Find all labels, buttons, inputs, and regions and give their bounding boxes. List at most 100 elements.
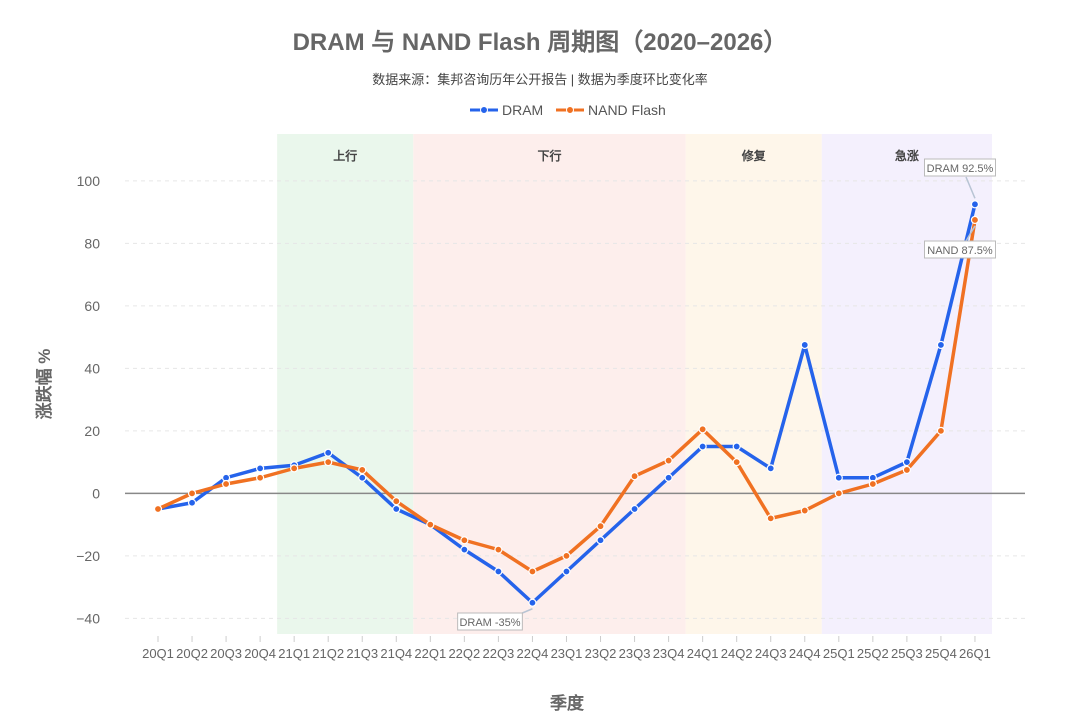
- data-point: [800, 506, 809, 515]
- annotation-label: NAND 87.5%: [927, 245, 993, 257]
- x-tick-label: 26Q1: [959, 646, 991, 661]
- data-point: [324, 458, 333, 467]
- x-tick-label: 23Q3: [619, 646, 651, 661]
- x-tick-label: 21Q1: [278, 646, 310, 661]
- data-point: [902, 458, 911, 467]
- annotation-box: [924, 158, 996, 177]
- data-point: [834, 473, 843, 482]
- data-point: [732, 458, 741, 467]
- x-tick-label: 24Q1: [687, 646, 719, 661]
- data-point: [290, 464, 299, 473]
- phase-band: [821, 134, 992, 634]
- data-point: [392, 504, 401, 514]
- phase-label: 修复: [741, 148, 767, 163]
- data-point: [698, 442, 707, 451]
- data-point: [766, 464, 775, 473]
- data-point: [562, 551, 571, 560]
- x-tick-label: 21Q3: [346, 646, 378, 661]
- data-point: [494, 545, 503, 554]
- legend: DRAM NAND Flash: [470, 102, 666, 118]
- legend-label: NAND Flash: [588, 102, 666, 118]
- data-point: [256, 464, 265, 473]
- data-point: [902, 465, 911, 475]
- annotation-arrow: [522, 608, 533, 614]
- legend-item: DRAM: [470, 102, 543, 118]
- legend-marker: [480, 106, 488, 114]
- data-point: [596, 522, 605, 531]
- y-tick-label: 0: [92, 485, 100, 501]
- x-axis-label: 季度: [550, 693, 585, 713]
- x-tick-label: 24Q3: [755, 646, 787, 661]
- x-tick-label: 22Q1: [414, 646, 446, 661]
- data-point: [494, 567, 503, 576]
- data-point: [800, 340, 809, 350]
- x-tick-label: 25Q1: [823, 646, 855, 661]
- data-point: [528, 598, 537, 607]
- x-tick-label: 22Q2: [448, 646, 480, 661]
- data-point: [187, 489, 197, 498]
- x-tick-label: 20Q1: [142, 646, 174, 661]
- annotation-box: [924, 240, 996, 259]
- x-tick-label: 25Q4: [925, 646, 957, 661]
- annotation-label: DRAM 92.5%: [927, 163, 994, 175]
- y-tick-label: 100: [77, 173, 101, 189]
- data-point: [460, 536, 469, 545]
- data-point: [732, 442, 741, 451]
- x-tick-label: 20Q2: [176, 646, 208, 661]
- phase-band: [413, 134, 686, 634]
- x-tick-label: 24Q2: [721, 646, 753, 661]
- x-tick-label: 20Q4: [244, 646, 276, 661]
- data-point: [834, 489, 843, 498]
- data-point: [936, 426, 946, 435]
- x-tick-label: 21Q2: [312, 646, 344, 661]
- data-point: [392, 497, 401, 506]
- annotation-arrow: [965, 176, 976, 199]
- y-tick-label: 20: [84, 423, 100, 439]
- y-tick-label: −40: [76, 610, 100, 626]
- x-tick-label: 25Q2: [857, 646, 889, 661]
- data-point: [596, 536, 605, 545]
- phase-label: 上行: [333, 148, 357, 163]
- data-point: [766, 514, 775, 523]
- chart-title: DRAM 与 NAND Flash 周期图（2020–2026）: [293, 29, 788, 56]
- legend-item: NAND Flash: [556, 102, 666, 118]
- data-point: [868, 479, 877, 489]
- data-point: [460, 545, 469, 554]
- legend-marker: [566, 106, 574, 114]
- data-point: [426, 520, 435, 529]
- y-tick-label: 80: [84, 235, 100, 251]
- data-point: [358, 465, 367, 475]
- data-point: [187, 498, 197, 507]
- x-tick-label: 23Q2: [585, 646, 617, 661]
- data-point: [358, 473, 367, 482]
- data-point: [664, 456, 673, 465]
- annotation-label: DRAM -35%: [459, 617, 520, 629]
- y-tick-label: −20: [76, 548, 100, 564]
- x-tick-label: 21Q4: [380, 646, 412, 661]
- data-point: [528, 567, 537, 576]
- x-tick-label: 22Q3: [482, 646, 514, 661]
- data-point: [324, 448, 333, 457]
- data-point: [562, 567, 571, 576]
- x-tick-label: 23Q4: [653, 646, 685, 661]
- phase-band: [277, 134, 414, 634]
- y-tick-label: 60: [84, 298, 100, 314]
- x-tick-label: 25Q3: [891, 646, 923, 661]
- legend-label: DRAM: [502, 102, 543, 118]
- data-point: [970, 215, 980, 225]
- data-point: [698, 425, 707, 434]
- annotation-box: [457, 612, 523, 631]
- data-point: [630, 472, 639, 481]
- x-tick-label: 22Q4: [517, 646, 549, 661]
- data-point: [256, 473, 265, 482]
- x-tick-label: 24Q4: [789, 646, 821, 661]
- x-tick-label: 23Q1: [551, 646, 583, 661]
- data-point: [970, 200, 980, 209]
- phase-label: 下行: [537, 148, 561, 163]
- data-point: [153, 504, 163, 514]
- phase-band: [685, 134, 822, 634]
- data-point: [936, 340, 946, 350]
- chart-subtitle: 数据来源：集邦咨询历年公开报告 | 数据为季度环比变化率: [372, 72, 708, 87]
- data-point: [221, 479, 231, 489]
